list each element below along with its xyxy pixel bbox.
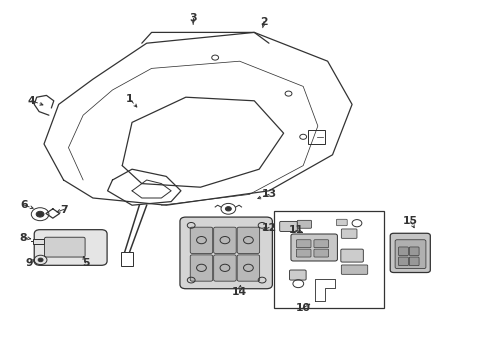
Text: 14: 14	[232, 287, 246, 297]
FancyBboxPatch shape	[289, 270, 305, 280]
FancyBboxPatch shape	[279, 221, 297, 231]
Text: 12: 12	[261, 222, 276, 233]
FancyBboxPatch shape	[190, 255, 212, 281]
FancyBboxPatch shape	[398, 257, 407, 266]
FancyBboxPatch shape	[237, 255, 259, 281]
Text: 7: 7	[60, 204, 67, 215]
FancyBboxPatch shape	[296, 240, 310, 248]
FancyBboxPatch shape	[297, 220, 311, 228]
FancyBboxPatch shape	[389, 233, 429, 273]
FancyBboxPatch shape	[408, 257, 418, 266]
Bar	[33, 239, 44, 244]
Bar	[121, 252, 133, 266]
Text: 1: 1	[125, 94, 133, 104]
FancyBboxPatch shape	[313, 240, 328, 248]
Circle shape	[38, 258, 43, 262]
Text: 3: 3	[189, 13, 197, 23]
FancyBboxPatch shape	[296, 249, 310, 257]
FancyBboxPatch shape	[34, 230, 107, 265]
FancyBboxPatch shape	[408, 247, 418, 256]
FancyBboxPatch shape	[237, 227, 259, 253]
FancyBboxPatch shape	[44, 237, 85, 257]
Text: 8: 8	[20, 233, 27, 243]
Text: 5: 5	[81, 258, 89, 268]
Text: 13: 13	[261, 189, 276, 199]
Text: 9: 9	[25, 258, 33, 268]
FancyBboxPatch shape	[190, 227, 212, 253]
Text: 15: 15	[403, 216, 417, 226]
FancyBboxPatch shape	[180, 217, 272, 289]
FancyBboxPatch shape	[341, 229, 356, 238]
FancyBboxPatch shape	[313, 249, 328, 257]
FancyBboxPatch shape	[340, 249, 363, 262]
FancyBboxPatch shape	[341, 265, 367, 274]
Circle shape	[36, 211, 44, 217]
FancyBboxPatch shape	[213, 227, 236, 253]
FancyBboxPatch shape	[398, 247, 407, 256]
Text: 4: 4	[28, 96, 36, 106]
FancyBboxPatch shape	[290, 234, 337, 261]
Bar	[273, 211, 383, 308]
Text: 11: 11	[288, 225, 303, 235]
FancyBboxPatch shape	[213, 255, 236, 281]
FancyBboxPatch shape	[394, 240, 425, 269]
Bar	[307, 130, 325, 144]
Text: 2: 2	[260, 17, 267, 27]
Text: 6: 6	[20, 200, 28, 210]
Circle shape	[225, 207, 231, 211]
Text: 10: 10	[295, 303, 310, 313]
FancyBboxPatch shape	[336, 219, 346, 226]
